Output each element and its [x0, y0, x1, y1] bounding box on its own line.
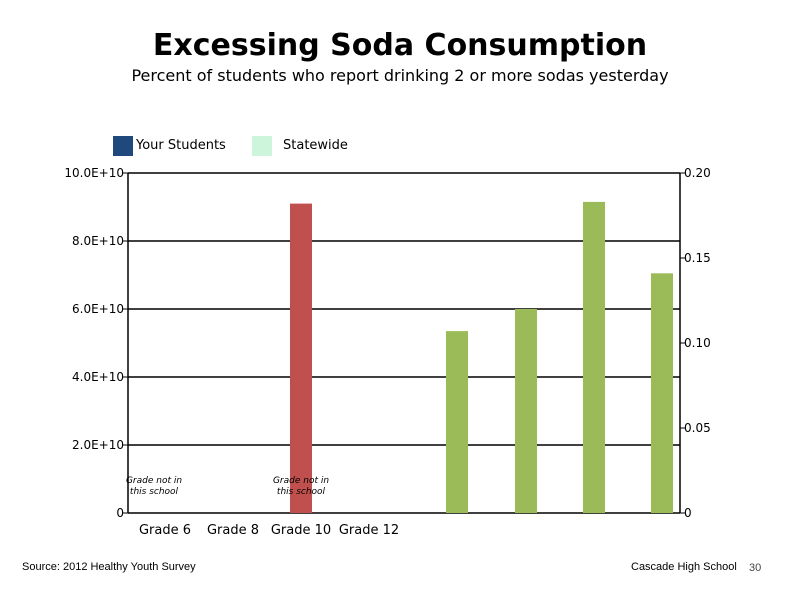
source-note: Source: 2012 Healthy Youth Survey: [22, 561, 196, 573]
annotation-label: Grade not in: [273, 476, 329, 486]
school-name: Cascade High School: [631, 561, 737, 573]
bar-statewide: [651, 273, 673, 513]
y-left-tick-label: 6.0E+10: [72, 302, 124, 316]
chart-subtitle: Percent of students who report drinking …: [131, 66, 669, 85]
x-tick-label: Grade 6: [139, 523, 191, 538]
bar-statewide: [446, 331, 468, 513]
x-tick-label: Grade 8: [207, 523, 259, 538]
y-right-tick-label: 0: [684, 506, 692, 520]
x-tick-label: Grade 12: [339, 523, 399, 538]
y-right-tick-label: 0.05: [684, 421, 711, 435]
legend-swatch-statewide: [252, 136, 272, 156]
y-left-tick-label: 4.0E+10: [72, 370, 124, 384]
y-left-tick-label: 10.0E+10: [64, 166, 124, 180]
legend-label-your-students: Your Students: [136, 138, 226, 153]
annotation-label: Grade not in: [126, 476, 182, 486]
y-left-tick-label: 2.0E+10: [72, 438, 124, 452]
annotation-label: this school: [277, 487, 326, 497]
y-right-tick-label: 0.10: [684, 336, 711, 350]
y-right-tick-label: 0.20: [684, 166, 711, 180]
chart-title: Excessing Soda Consumption: [152, 28, 648, 63]
x-tick-label: Grade 10: [271, 523, 331, 538]
y-left-tick-label: 8.0E+10: [72, 234, 124, 248]
bar-statewide: [583, 201, 605, 513]
legend-label-statewide: Statewide: [283, 138, 348, 153]
page-number: 30: [749, 562, 762, 574]
y-left-tick-label: 0: [116, 506, 124, 520]
legend-swatch-your-students: [113, 136, 133, 156]
bar-statewide: [515, 309, 537, 513]
bar-your-students: [290, 203, 312, 513]
annotation-label: this school: [130, 487, 179, 497]
y-right-tick-label: 0.15: [684, 251, 711, 265]
